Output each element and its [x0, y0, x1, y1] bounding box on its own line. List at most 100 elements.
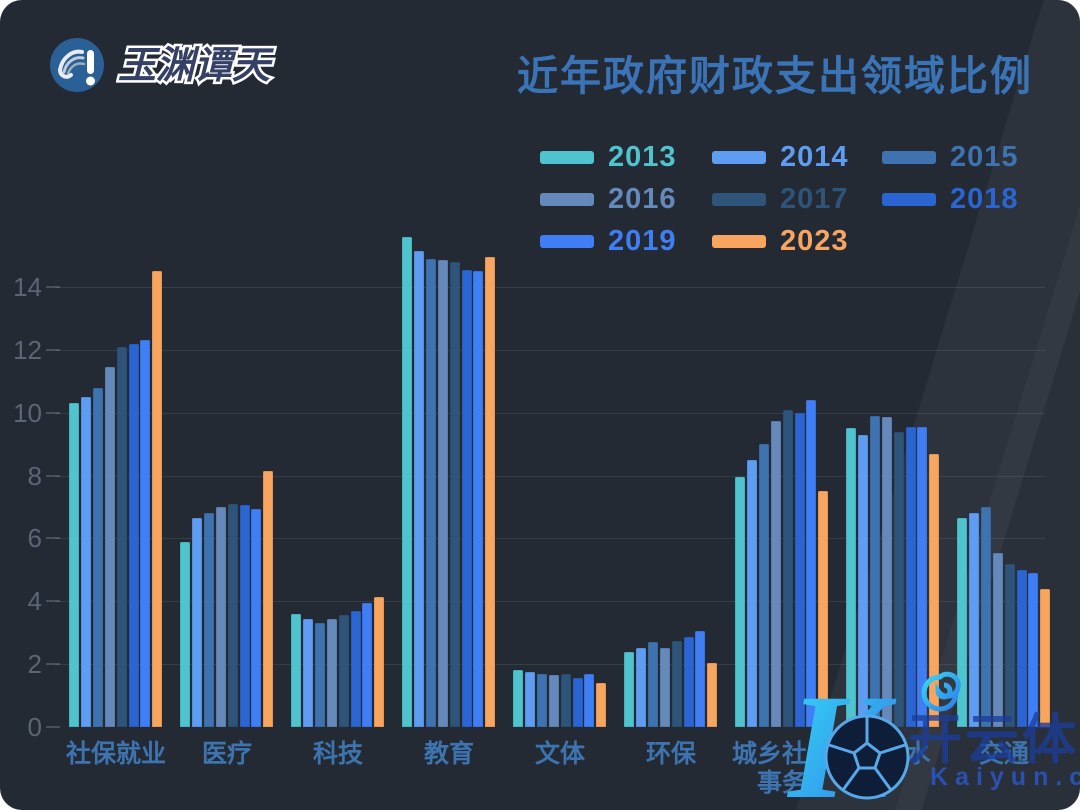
legend-swatch — [712, 234, 766, 248]
bar-2016-文体 — [548, 675, 559, 727]
gridline — [55, 412, 1045, 414]
brand-logo-text: 玉渊谭天 — [116, 43, 277, 90]
bar-2018-文体 — [572, 678, 583, 727]
x-axis-category-label: 农林水 — [855, 740, 931, 768]
legend-item-2023: 2023 — [712, 224, 849, 257]
legend-label: 2019 — [608, 224, 677, 257]
gridline — [55, 349, 1045, 351]
bar-2016-城乡社区事务 — [770, 420, 781, 727]
y-axis-tick-label: 8 — [27, 460, 42, 491]
bar-2017-科技 — [338, 615, 349, 727]
bar-2019-文体 — [584, 673, 595, 727]
gridline — [55, 475, 1045, 477]
bar-2017-交通 — [1004, 563, 1015, 727]
bar-2016-交通 — [992, 552, 1003, 727]
bar-2013-农林水 — [846, 428, 856, 727]
bar-2019-环保 — [695, 631, 706, 727]
x-axis-category-label: 文体 — [534, 740, 585, 768]
bar-2023-文体 — [596, 682, 607, 727]
bar-2016-医疗 — [215, 506, 226, 727]
bar-2023-环保 — [707, 662, 718, 727]
legend-item-2019: 2019 — [540, 224, 677, 257]
bar-2017-社保就业 — [116, 346, 127, 727]
bar-2014-环保 — [635, 648, 646, 727]
legend-label: 2023 — [780, 224, 849, 257]
bar-2015-科技 — [314, 623, 325, 727]
legend-swatch — [712, 150, 766, 164]
bar-2019-交通 — [1028, 572, 1039, 727]
x-axis-category-label: 交通 — [978, 740, 1029, 768]
bar-2018-农林水 — [905, 426, 916, 727]
bar-2014-农林水 — [857, 434, 868, 727]
bar-2019-科技 — [362, 602, 373, 727]
bar-2016-科技 — [326, 618, 337, 727]
bar-2014-社保就业 — [80, 396, 91, 727]
bar-2013-教育 — [402, 236, 412, 727]
gridline — [55, 664, 1045, 666]
y-axis-tick-label: 12 — [13, 334, 42, 365]
y-axis-tick — [46, 600, 60, 603]
legend-swatch — [540, 192, 594, 206]
bar-2014-城乡社区事务 — [746, 459, 757, 727]
gridline — [55, 538, 1045, 540]
bar-2018-社保就业 — [128, 343, 139, 727]
x-axis-category-label: 环保 — [645, 740, 696, 768]
chart-title: 近年政府财政支出领域比例 — [517, 53, 1033, 99]
bar-2019-社保就业 — [140, 340, 151, 727]
bar-2023-农林水 — [929, 453, 940, 727]
bar-2015-城乡社区事务 — [758, 444, 769, 727]
y-axis-tick — [46, 537, 60, 540]
bar-2023-教育 — [485, 257, 496, 727]
y-axis-tick-label: 4 — [27, 586, 42, 617]
y-axis-tick-label: 0 — [27, 712, 42, 742]
bar-2015-农林水 — [869, 415, 880, 727]
y-axis-tick-label: 6 — [27, 523, 42, 554]
brand-logo: 玉渊谭天 — [48, 36, 286, 94]
legend-item-2016: 2016 — [540, 182, 677, 215]
gridline — [55, 601, 1045, 603]
bar-2013-科技 — [291, 613, 301, 727]
bar-2019-教育 — [473, 271, 484, 727]
bar-2013-文体 — [513, 670, 523, 727]
x-axis-category-label: 社保就业 — [65, 740, 166, 768]
bar-2014-教育 — [413, 250, 424, 727]
svg-text:玉渊谭天: 玉渊谭天 — [118, 45, 274, 87]
bar-2023-社保就业 — [152, 271, 163, 727]
bar-2017-城乡社区事务 — [782, 409, 793, 727]
x-axis-category-label: 医疗 — [201, 740, 252, 768]
x-axis-category-label: 城乡社区事务 — [731, 740, 832, 797]
bar-2016-环保 — [659, 648, 670, 727]
bar-2015-社保就业 — [92, 387, 103, 727]
legend-item-2018: 2018 — [882, 183, 1019, 215]
legend-label: 2016 — [608, 182, 677, 215]
legend-swatch — [882, 192, 936, 206]
bar-2014-文体 — [524, 671, 535, 727]
bar-2017-农林水 — [893, 431, 904, 727]
y-axis-tick-label: 10 — [13, 397, 42, 428]
bar-2016-社保就业 — [104, 367, 115, 727]
x-axis-category-label: 教育 — [423, 740, 474, 768]
legend-swatch — [712, 192, 766, 206]
bar-2019-医疗 — [251, 508, 262, 727]
bar-2014-科技 — [302, 618, 313, 727]
legend-item-2014: 2014 — [712, 141, 849, 173]
x-axis-category-label: 科技 — [312, 740, 363, 768]
legend-label: 2013 — [608, 140, 677, 173]
bar-2013-城乡社区事务 — [735, 477, 745, 727]
bar-2013-医疗 — [180, 541, 190, 727]
legend-item-2015: 2015 — [882, 141, 1019, 173]
bar-2013-社保就业 — [69, 403, 79, 727]
bar-2018-医疗 — [239, 505, 250, 727]
bar-2015-环保 — [647, 642, 658, 727]
bar-2018-教育 — [461, 269, 472, 727]
y-axis-tick — [46, 474, 60, 477]
bar-2019-农林水 — [917, 426, 928, 727]
bar-2018-环保 — [683, 637, 694, 727]
y-axis-tick-label: 2 — [27, 649, 42, 680]
legend-swatch — [882, 150, 936, 164]
bar-2013-环保 — [624, 651, 634, 727]
bar-2018-城乡社区事务 — [794, 412, 805, 727]
gridline — [55, 286, 1045, 288]
y-axis-tick — [46, 726, 60, 728]
